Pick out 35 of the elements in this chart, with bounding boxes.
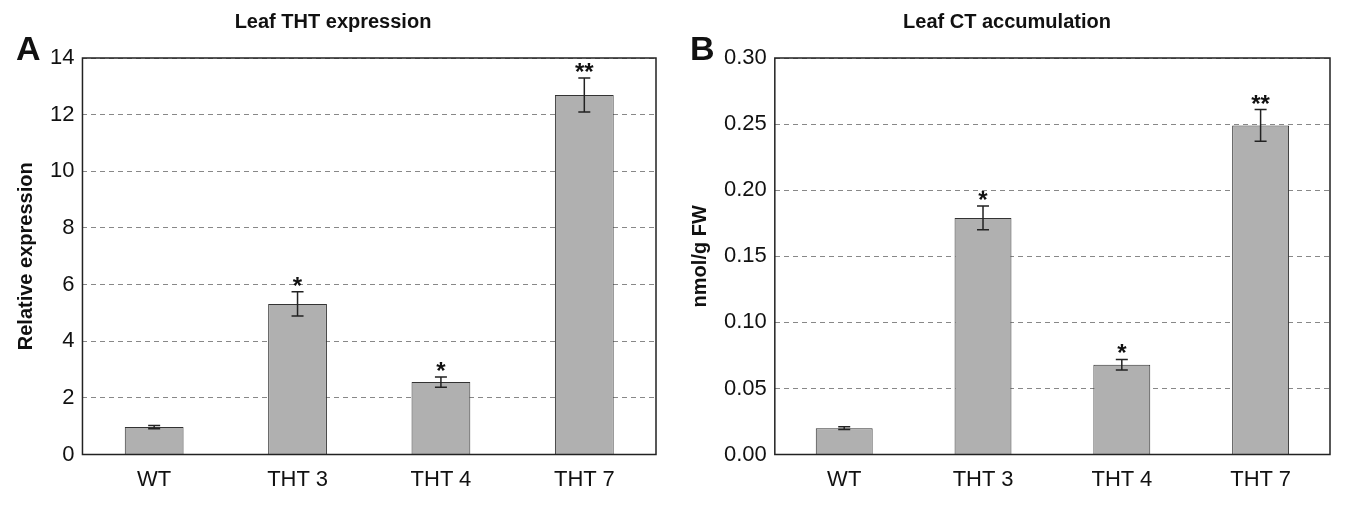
y-tick-label: 0.20 (723, 176, 767, 202)
x-tick-label: THT 7 (1230, 465, 1291, 491)
y-tick-label: 0.30 (723, 44, 767, 70)
y-tick-label: 0.00 (723, 440, 767, 466)
y-axis-title: nmol/g FW (687, 205, 710, 308)
chart-title: Leaf CT accumulation (903, 9, 1111, 32)
y-tick-label: 14 (49, 44, 75, 70)
annotation: * (978, 186, 989, 214)
annotation: ** (574, 58, 595, 86)
annotation: * (436, 356, 447, 384)
y-tick-label: 12 (49, 100, 75, 126)
annotation: * (1117, 339, 1128, 367)
y-axis-title: Relative expression (13, 162, 36, 351)
y-tick-label: 4 (62, 327, 75, 353)
chart-title: Leaf THT expression (234, 9, 432, 32)
x-tick-label: THT 4 (410, 465, 472, 491)
text: A (16, 29, 41, 68)
x-tick-label: THT 7 (553, 465, 615, 491)
x-tick-label: THT 3 (952, 465, 1014, 491)
y-tick-label: 2 (62, 384, 75, 410)
y-tick-label: 8 (62, 214, 75, 240)
y-tick-label: 10 (49, 157, 75, 183)
annotation: * (292, 271, 303, 299)
y-tick-label: 0.15 (723, 242, 767, 268)
y-tick-label: 0 (62, 440, 75, 466)
annotation: ** (1251, 89, 1271, 117)
y-tick-label: 6 (62, 270, 75, 296)
text: B (690, 29, 715, 68)
x-tick-label: WT (827, 465, 862, 491)
x-tick-label: WT (137, 465, 172, 491)
y-tick-label: 0.25 (723, 110, 767, 136)
x-tick-label: THT 3 (267, 465, 328, 491)
y-tick-label: 0.05 (723, 374, 767, 400)
y-tick-label: 0.10 (723, 308, 767, 334)
x-tick-label: THT 4 (1091, 465, 1153, 491)
